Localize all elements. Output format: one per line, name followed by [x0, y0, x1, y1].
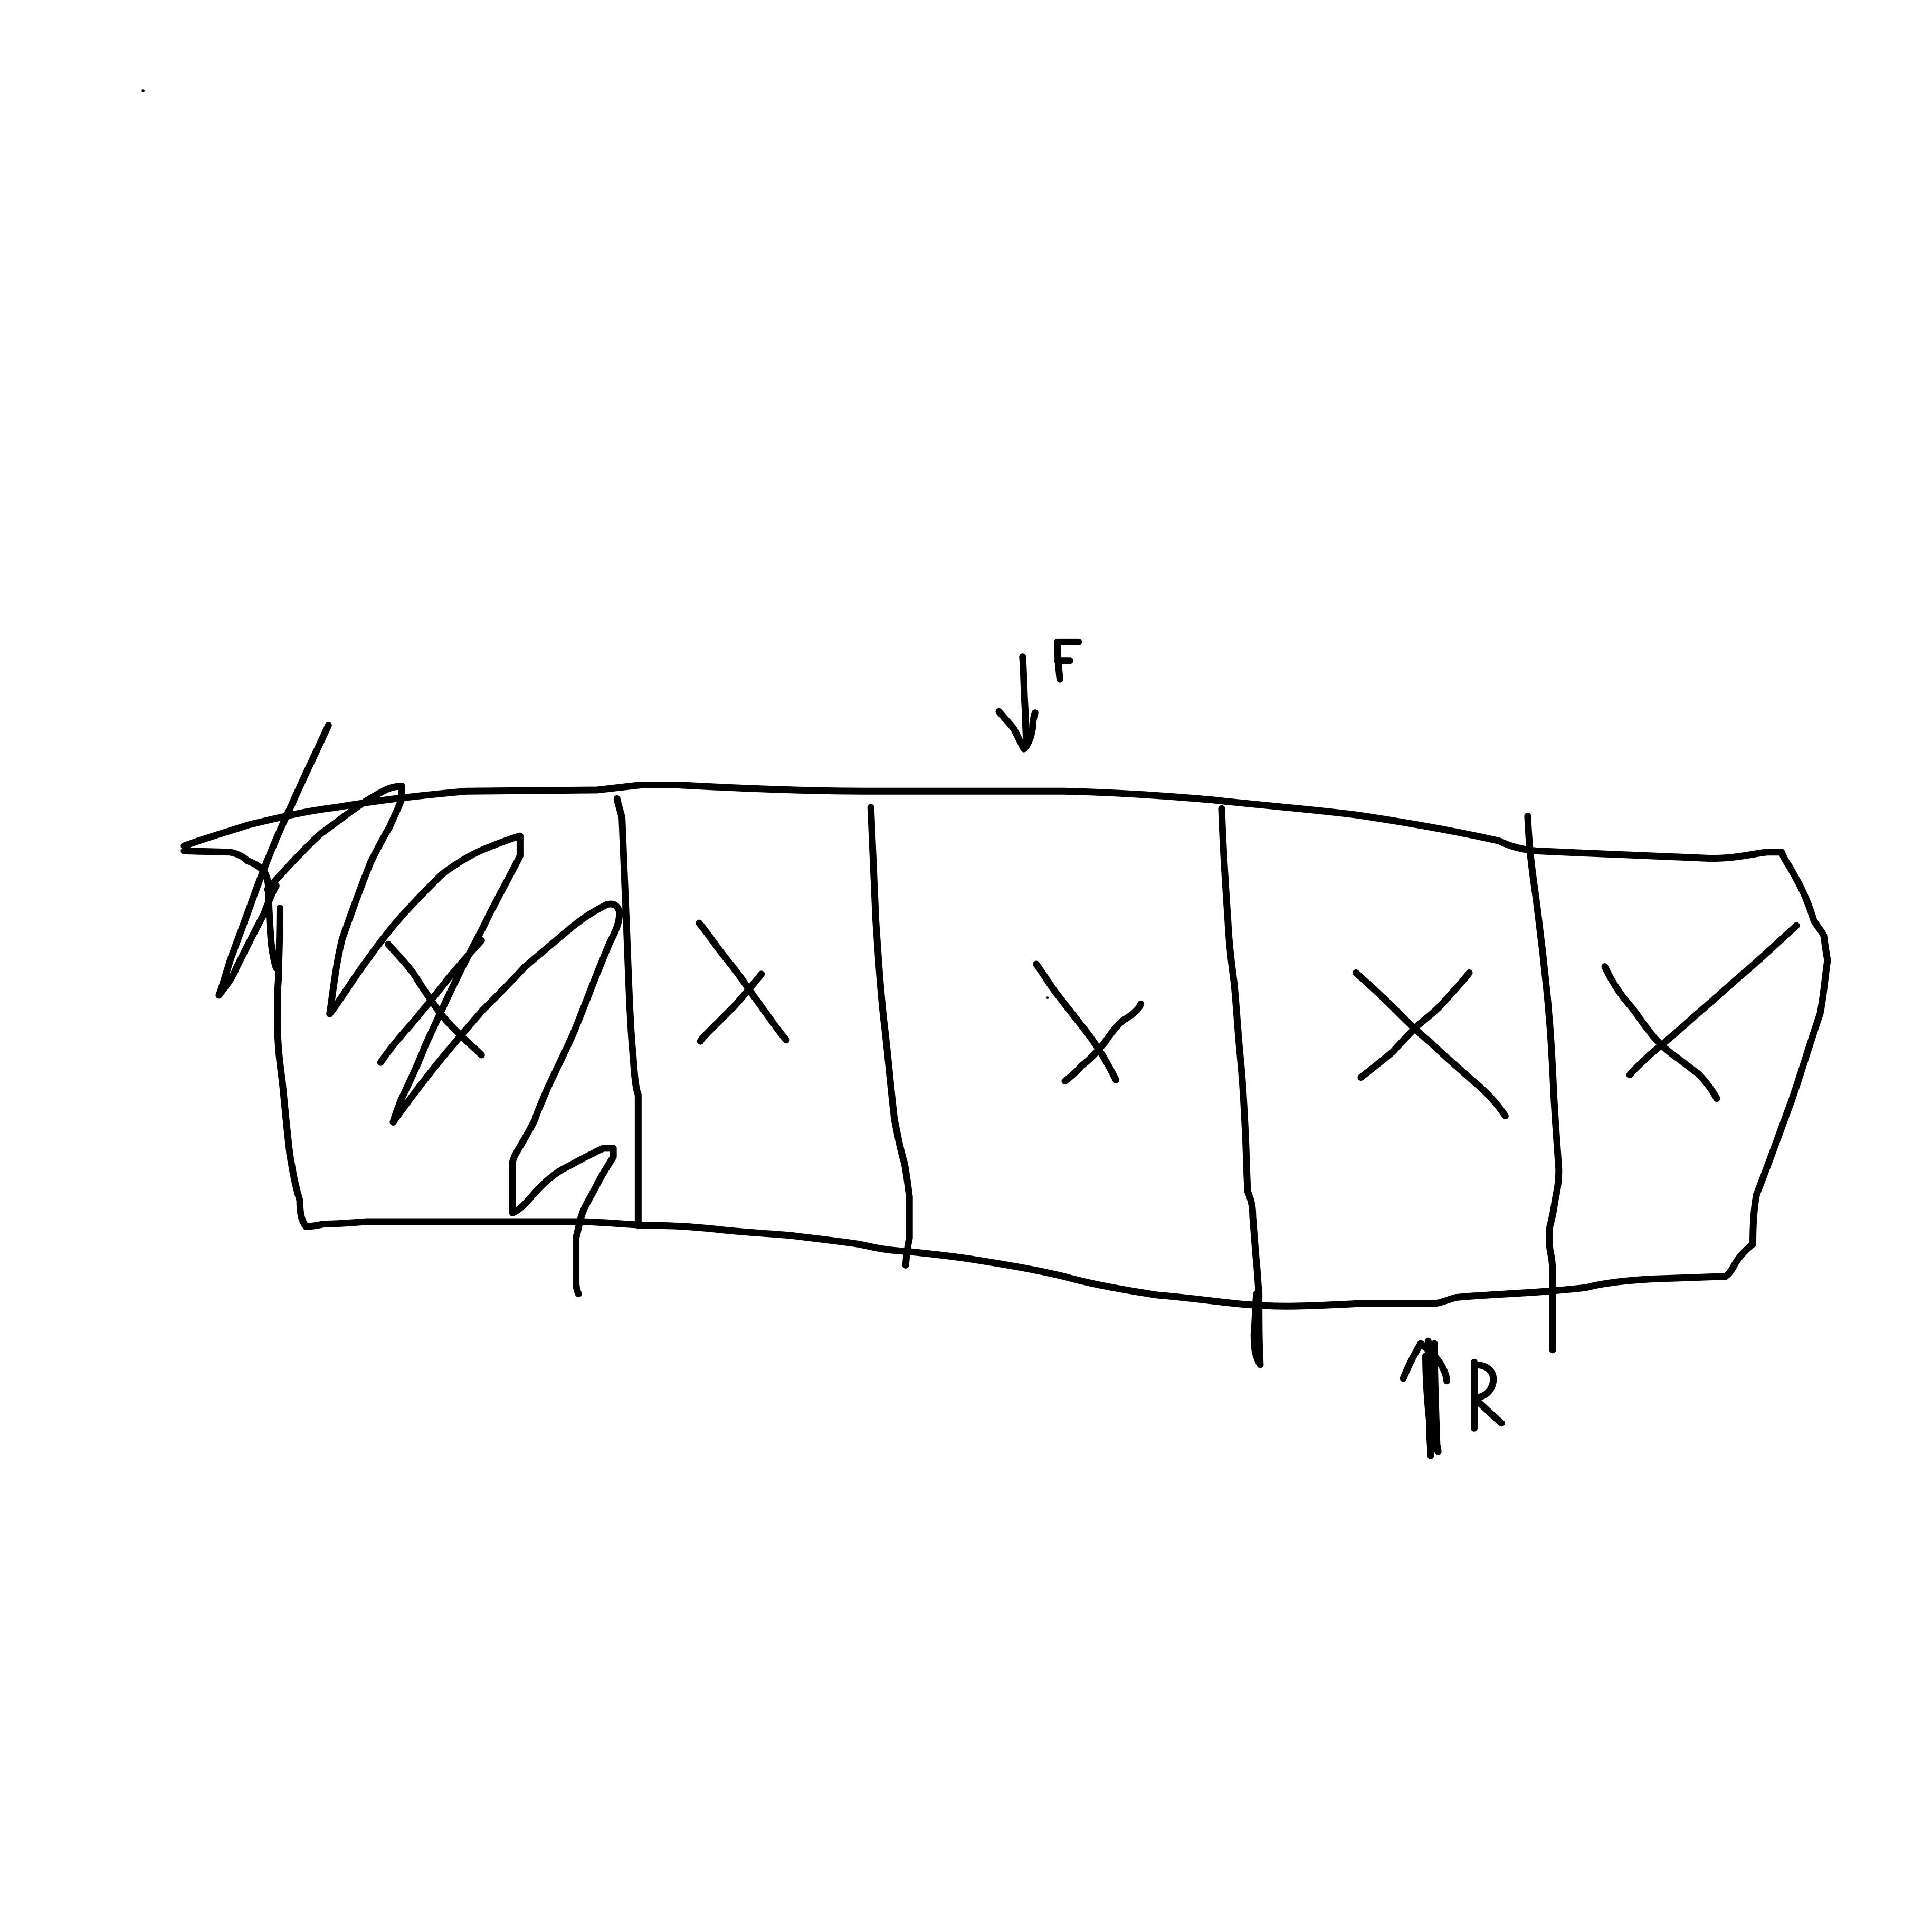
beam-top-edge [180, 782, 1785, 862]
beam-left-end [274, 905, 310, 1230]
force-r-arrow-shaft [1422, 1337, 1442, 1459]
divider-3 [1218, 805, 1264, 1368]
x-mark-2-stroke-b [697, 970, 765, 1045]
x-mark-3-stroke-b [1061, 1000, 1145, 1085]
x-mark-2-stroke-a [696, 919, 790, 1044]
scribble-left-hook [180, 847, 280, 972]
beam-bottom-edge [302, 1218, 1729, 1310]
divider-1 [613, 795, 642, 1229]
scribble-segment-1 [180, 721, 623, 1298]
force-r-arrow: R [1400, 1337, 1505, 1459]
x-mark-segment-4 [1353, 969, 1509, 1120]
scribble-zigzag-a [264, 783, 623, 1298]
beam-right-end [1722, 849, 1831, 1280]
x-mark-4-stroke-b [1357, 969, 1473, 1081]
scribble-long-diagonal [215, 721, 332, 999]
divider-2 [867, 804, 913, 1269]
stray-dot [141, 89, 145, 92]
force-f-letter-glyph [1054, 638, 1082, 683]
x-mark-5-stroke-b [1626, 922, 1800, 1079]
beam-outline [180, 782, 1831, 1310]
force-f-arrow: F [995, 638, 1082, 753]
x-mark-5-stroke-a [1601, 963, 1720, 1102]
force-f-arrow-head [995, 708, 1039, 753]
x-mark-segment-5 [1601, 922, 1800, 1102]
scribble-x-a [385, 940, 485, 1059]
scribble-x-b [377, 937, 485, 1066]
x-mark-3-stroke-a [1033, 960, 1120, 1083]
force-r-letter-glyph [1471, 1358, 1505, 1432]
divider-4 [1524, 812, 1563, 1354]
force-r-arrow-head [1400, 1340, 1451, 1385]
x-mark-4-stroke-a [1353, 969, 1509, 1120]
segment-dividers [613, 795, 1563, 1368]
x-mark-segment-2 [696, 919, 790, 1045]
force-f-arrow-shaft [1019, 653, 1030, 750]
x-mark-segment-3 [1033, 960, 1145, 1085]
x-mark-3-dot [1046, 996, 1049, 999]
